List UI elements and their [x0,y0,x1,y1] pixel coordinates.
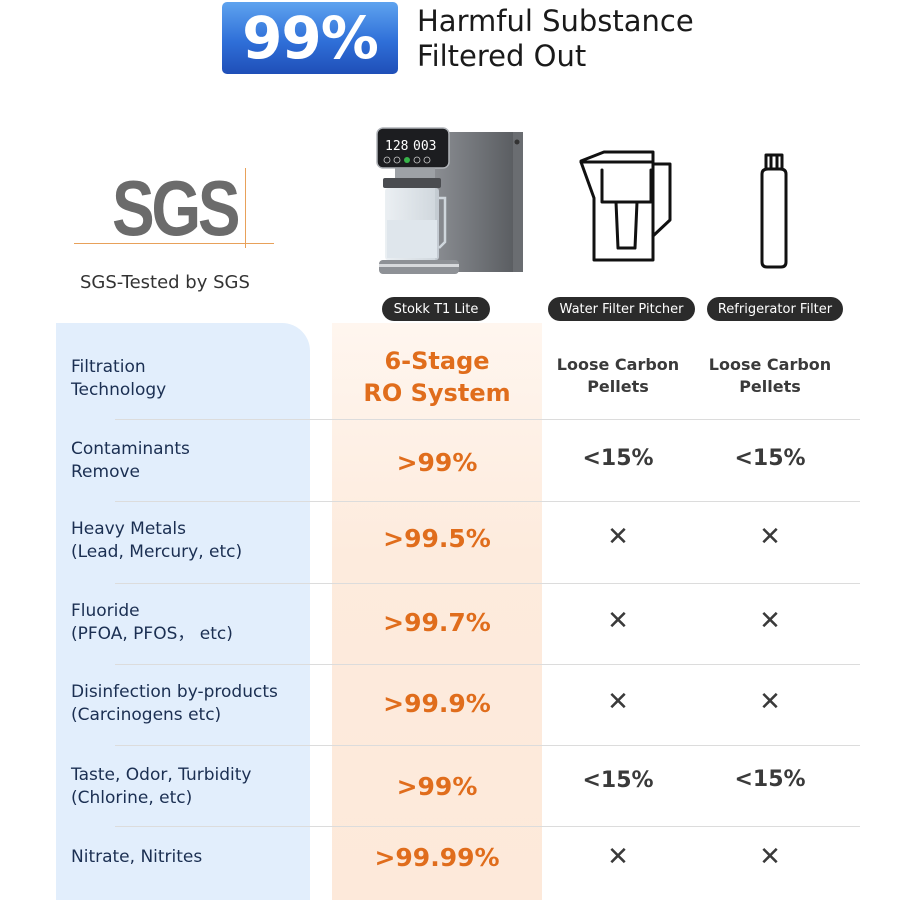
product-label-stokk: Stokk T1 Lite [382,297,490,321]
fridge-value: <15% [734,446,806,471]
sgs-logo-text: SGS [112,164,241,252]
product-label-fridge: Refrigerator Filter [707,297,843,321]
row-divider [115,826,860,827]
sgs-logo-horizontal-line [74,243,274,244]
feature-label-line: Fluoride [71,601,140,621]
feature-label: Fluoride (PFOA, PFOS， etc) [71,600,233,646]
fridge-not-supported-icon: ✕ [759,522,781,552]
stokk-value: >99.9% [383,689,491,718]
feature-label-line: (Carcinogens etc) [71,705,222,725]
stokk-value-line: 6-Stage [384,347,490,375]
row-divider [115,419,860,420]
feature-label-line: Disinfection by-products [71,682,278,702]
stokk-value-line: RO System [363,379,511,407]
stokk-value: >99% [396,448,478,477]
fridge-value: <15% [734,767,806,792]
fridge-value-line: Loose Carbon [708,355,832,374]
feature-label-line: Heavy Metals [71,519,186,539]
row-divider [115,745,860,746]
pitcher-value-line: Pellets [587,377,649,396]
table-row-heavy-metals: Heavy Metals (Lead, Mercury, etc) >99.5%… [56,502,860,583]
fridge-not-supported-icon: ✕ [759,687,781,717]
water-dispenser-image: 128 003 [376,127,523,274]
percentage-badge: 99% [222,2,398,74]
feature-label: Filtration Technology [71,356,166,402]
table-row-filtration: Filtration Technology 6-Stage RO System … [56,345,860,420]
feature-label-line: Contaminants [71,439,190,459]
product-label-pitcher: Water Filter Pitcher [548,297,695,321]
feature-label-line: (Lead, Mercury, etc) [71,542,243,562]
table-row-contaminants: Contaminants Remove >99% <15% <15% [56,420,860,501]
stokk-value: >99.99% [374,843,500,872]
fridge-value: Loose Carbon Pellets [695,354,845,398]
stokk-value: 6-Stage RO System [332,345,542,409]
fridge-not-supported-icon: ✕ [759,842,781,872]
sgs-caption: SGS-Tested by SGS [80,272,250,293]
pitcher-not-supported-icon: ✕ [607,687,629,717]
pitcher-not-supported-icon: ✕ [607,842,629,872]
feature-label: Taste, Odor, Turbidity (Chlorine, etc) [71,764,251,810]
feature-label: Disinfection by-products (Carcinogens et… [71,681,278,727]
sgs-logo-vertical-line [245,168,246,248]
feature-label-line: (Chlorine, etc) [71,788,193,808]
feature-label-line: Remove [71,462,140,482]
pitcher-not-supported-icon: ✕ [607,606,629,636]
table-row-taste-odor: Taste, Odor, Turbidity (Chlorine, etc) >… [56,746,860,827]
row-divider [115,583,860,584]
table-row-disinfection: Disinfection by-products (Carcinogens et… [56,665,860,746]
pitcher-value: <15% [582,768,654,793]
table-row-nitrate: Nitrate, Nitrites >99.99% ✕ ✕ [56,827,860,900]
stokk-value: >99.7% [383,608,491,637]
fridge-not-supported-icon: ✕ [759,606,781,636]
feature-label-line: (PFOA, PFOS， etc) [71,624,233,644]
feature-label: Nitrate, Nitrites [71,846,202,869]
table-row-fluoride: Fluoride (PFOA, PFOS， etc) >99.7% ✕ ✕ [56,584,860,665]
sgs-logo: SGS [72,168,276,248]
pitcher-value-line: Loose Carbon [556,355,680,374]
pitcher-value: <15% [582,446,654,471]
pitcher-value: Loose Carbon Pellets [543,354,693,398]
stokk-value: >99% [396,772,478,801]
feature-label-line: Filtration [71,357,146,377]
feature-label: Contaminants Remove [71,438,190,484]
stokk-value: >99.5% [383,524,491,553]
feature-label-line: Technology [71,380,167,400]
feature-label: Heavy Metals (Lead, Mercury, etc) [71,518,242,564]
row-divider [115,501,860,502]
pitcher-not-supported-icon: ✕ [607,522,629,552]
headline: Harmful Substance Filtered Out [417,4,694,74]
headline-line-2: Filtered Out [417,39,587,73]
svg-text:128: 128 [385,139,408,154]
feature-label-line: Nitrate, Nitrites [71,847,203,867]
svg-text:003: 003 [413,139,436,154]
fridge-value-line: Pellets [739,377,801,396]
headline-line-1: Harmful Substance [417,4,694,38]
pitcher-icon [579,150,672,262]
fridge-filter-icon [760,153,788,269]
feature-label-line: Taste, Odor, Turbidity [71,765,252,785]
row-divider [115,664,860,665]
